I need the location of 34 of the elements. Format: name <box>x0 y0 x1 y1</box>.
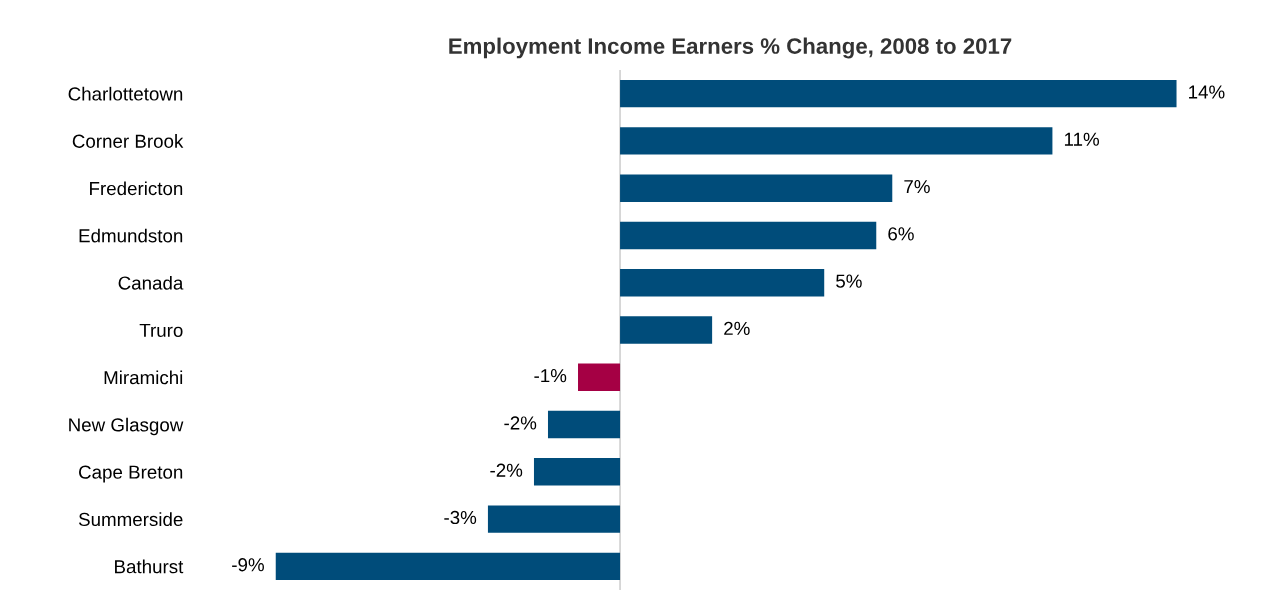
y-tick-label: Fredericton <box>90 181 183 196</box>
data-label: 2% <box>724 321 750 335</box>
y-tick-label: Miramichi <box>104 370 183 385</box>
y-tick-label: Charlottetown <box>68 86 183 101</box>
bar <box>275 552 621 581</box>
y-tick-label: Bathurst <box>115 559 184 574</box>
bar <box>620 316 713 344</box>
y-tick-label: Summerside <box>78 512 183 527</box>
bar <box>620 221 877 250</box>
data-label: -2% <box>490 463 523 477</box>
y-tick-label: Cape Breton <box>79 465 183 483</box>
data-label: -9% <box>232 558 264 572</box>
y-tick-label: Canada <box>118 275 184 290</box>
data-label: 11% <box>1064 132 1100 146</box>
bar <box>620 174 893 202</box>
bar <box>620 269 825 297</box>
chart-title: Employment Income Earners % Change, 2008 to 2017 <box>449 37 1012 59</box>
y-tick-label: Truro <box>139 323 183 337</box>
y-tick-label: Edmundston <box>79 228 183 243</box>
bar <box>547 410 621 439</box>
data-label: -1% <box>534 369 567 383</box>
data-label: 6% <box>888 227 914 241</box>
bar <box>578 363 621 391</box>
bar <box>620 79 1177 108</box>
data-label: -3% <box>444 510 477 525</box>
y-tick-label: Corner Brook <box>72 134 184 148</box>
data-label: 14% <box>1189 85 1225 99</box>
data-label: 7% <box>904 180 930 194</box>
bar <box>533 458 621 486</box>
data-label: -2% <box>504 416 537 430</box>
bar <box>487 505 621 533</box>
y-tick-label: New Glasgow <box>69 417 184 436</box>
data-label: 5% <box>836 274 862 288</box>
bar <box>620 127 1053 155</box>
